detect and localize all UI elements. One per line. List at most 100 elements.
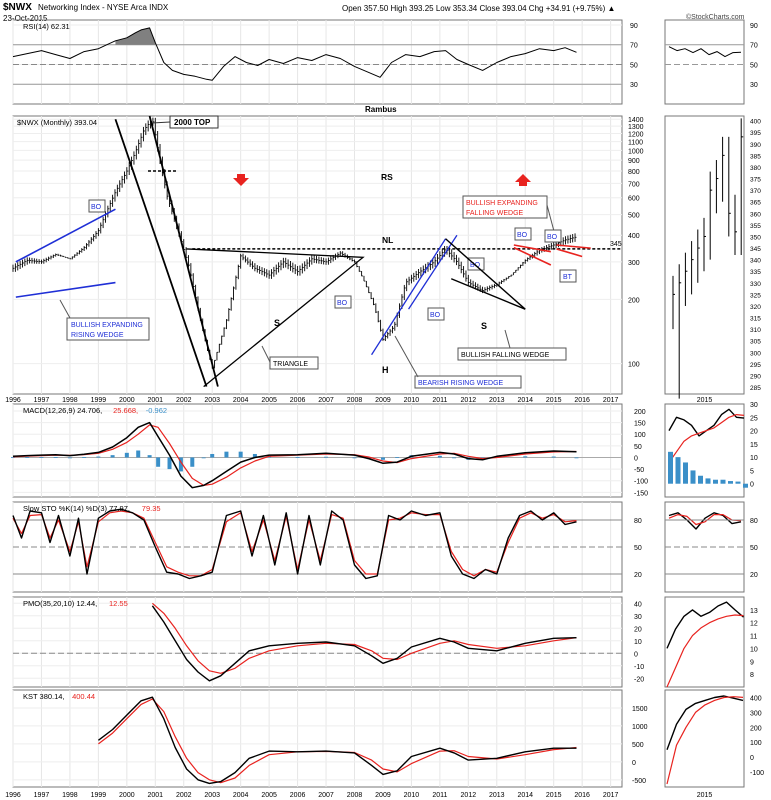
neckline-label: NL bbox=[382, 235, 393, 245]
price-right-tick-label: 375 bbox=[750, 177, 761, 184]
kst-year-label: 1999 bbox=[91, 792, 107, 799]
price-quote: Open 357.50 High 393.25 Low 353.34 Close… bbox=[342, 4, 616, 13]
pmo-signal-line bbox=[152, 602, 577, 674]
kst-right-tick-label: -100 bbox=[750, 770, 764, 777]
stoch-k-line bbox=[12, 508, 577, 580]
pmo-tick-label: 10 bbox=[634, 639, 642, 646]
price-right-tick-label: 310 bbox=[750, 327, 761, 334]
kst-tick-label: -500 bbox=[632, 778, 646, 785]
rsi-legend: RSI(14) 62.31 bbox=[23, 22, 70, 31]
bt-box bbox=[559, 269, 577, 283]
red-wedge-a-lower bbox=[513, 246, 552, 266]
chart-symbol: $NWX bbox=[3, 2, 32, 13]
kst-right-tick-label: 0 bbox=[750, 755, 754, 762]
macd-line bbox=[12, 421, 577, 489]
kst-year-label: 2009 bbox=[375, 792, 391, 799]
price-year-label: 2006 bbox=[290, 397, 306, 404]
macd-tick-label: 150 bbox=[634, 421, 646, 428]
kst-year-label: 2003 bbox=[204, 792, 220, 799]
falling-wedge-label: BULLISH FALLING WEDGE bbox=[461, 352, 550, 359]
macd-histogram-bar bbox=[39, 457, 44, 458]
pmo-right-tick-label: 8 bbox=[750, 672, 754, 679]
macd-histogram-bar bbox=[82, 457, 87, 458]
kst-signal-line bbox=[98, 698, 577, 784]
macd-histogram-bar bbox=[156, 457, 161, 467]
price-year-label: 2015 bbox=[546, 397, 562, 404]
pmo-tick-label: 30 bbox=[634, 614, 642, 621]
price-right-tick-label: 320 bbox=[750, 304, 761, 311]
macd-histogram-bar bbox=[395, 457, 400, 458]
price-tick-label: 900 bbox=[628, 158, 640, 165]
kst-year-label: 2005 bbox=[261, 792, 277, 799]
macd-right-histogram-bar bbox=[720, 479, 726, 484]
red-wedge-label-line1: BULLISH EXPANDING bbox=[466, 200, 538, 207]
rsi-right-tick-label: 70 bbox=[750, 43, 758, 50]
up-arrow-marker bbox=[515, 174, 531, 186]
price-right-tick-label: 345 bbox=[750, 246, 761, 253]
price-year-label: 2013 bbox=[489, 397, 505, 404]
bo-label-2015-box bbox=[544, 229, 562, 243]
macd-histogram-bar bbox=[437, 455, 442, 458]
pmo-tick-label: -10 bbox=[634, 664, 644, 671]
kst-year-label: 2012 bbox=[461, 792, 477, 799]
rsi-panel-frame bbox=[12, 19, 623, 105]
macd-right-signal-line bbox=[668, 414, 745, 463]
price-tick-label: 1400 bbox=[628, 117, 644, 124]
macd-histogram-bar bbox=[11, 457, 15, 458]
rsi-right-panel-frame bbox=[664, 19, 745, 105]
macd-histogram-bar bbox=[96, 456, 101, 458]
kst-legend-part: KST 380.14, bbox=[23, 692, 65, 701]
chart-date: 23-Oct-2015 bbox=[3, 14, 48, 23]
kst-right-signal-line bbox=[666, 696, 744, 785]
macd-right-tick-label: 30 bbox=[750, 402, 758, 409]
bo-label-1999-box bbox=[88, 199, 106, 213]
bo-label-1999: BO bbox=[91, 204, 102, 211]
price-year-label: 1996 bbox=[5, 397, 21, 404]
stoch-right-d-line bbox=[668, 513, 742, 526]
kst-year-label: 2013 bbox=[489, 792, 505, 799]
price-right-year-label: 2015 bbox=[697, 397, 713, 404]
price-year-label: 2007 bbox=[318, 397, 334, 404]
price-right-tick-label: 385 bbox=[750, 153, 761, 160]
macd-tick-label: 200 bbox=[634, 409, 646, 416]
pmo-tick-label: 0 bbox=[634, 651, 638, 658]
rsi-tick-label: 30 bbox=[630, 82, 638, 89]
kst-tick-label: 0 bbox=[632, 760, 636, 767]
price-year-label: 2012 bbox=[461, 397, 477, 404]
kst-tick-label: 1000 bbox=[632, 724, 648, 731]
price-year-label: 2000 bbox=[119, 397, 135, 404]
rising-wedge-box bbox=[66, 317, 150, 341]
kst-year-label: 1996 bbox=[5, 792, 21, 799]
macd-histogram-bar bbox=[25, 457, 30, 458]
rs-label: RS bbox=[381, 172, 393, 182]
head-label: H bbox=[382, 365, 389, 375]
kst-year-label: 2008 bbox=[347, 792, 363, 799]
price-right-tick-label: 305 bbox=[750, 339, 761, 346]
price-tick-label: 300 bbox=[628, 260, 640, 267]
red-wedge-a-upper bbox=[513, 244, 551, 253]
price-tick-label: 1300 bbox=[628, 124, 644, 131]
rsi-right-line bbox=[668, 46, 742, 58]
bearish-wedge-label: BEARISH RISING WEDGE bbox=[418, 380, 504, 387]
macd-tick-label: -50 bbox=[634, 467, 644, 474]
price-year-label: 2001 bbox=[148, 397, 164, 404]
kst-panel-frame bbox=[12, 689, 623, 788]
red-wedge-b-upper bbox=[556, 244, 591, 249]
macd-legend-part: -0.962 bbox=[146, 406, 167, 415]
price-right-tick-label: 350 bbox=[750, 234, 761, 241]
bo-label-2008-box bbox=[334, 295, 352, 309]
stoch-right-tick-label: 50 bbox=[750, 545, 758, 552]
rising-wedge-label-line1: BULLISH EXPANDING bbox=[71, 322, 143, 329]
triangle-pattern bbox=[186, 248, 365, 388]
red-wedge-label-line2: FALLING WEDGE bbox=[466, 210, 524, 217]
bearish-wedge-box bbox=[414, 375, 522, 389]
kst-year-label: 2000 bbox=[119, 792, 135, 799]
rising-wedge-upper bbox=[15, 208, 116, 263]
stoch-right-tick-label: 20 bbox=[750, 572, 758, 579]
bo-label-2012-box bbox=[467, 257, 485, 271]
macd-right-tick-label: 5 bbox=[750, 468, 754, 475]
kst-year-label: 2011 bbox=[432, 792, 447, 799]
macd-right-histogram-bar bbox=[728, 481, 733, 484]
macd-right-line bbox=[668, 408, 745, 437]
price-year-label: 2011 bbox=[432, 397, 447, 404]
